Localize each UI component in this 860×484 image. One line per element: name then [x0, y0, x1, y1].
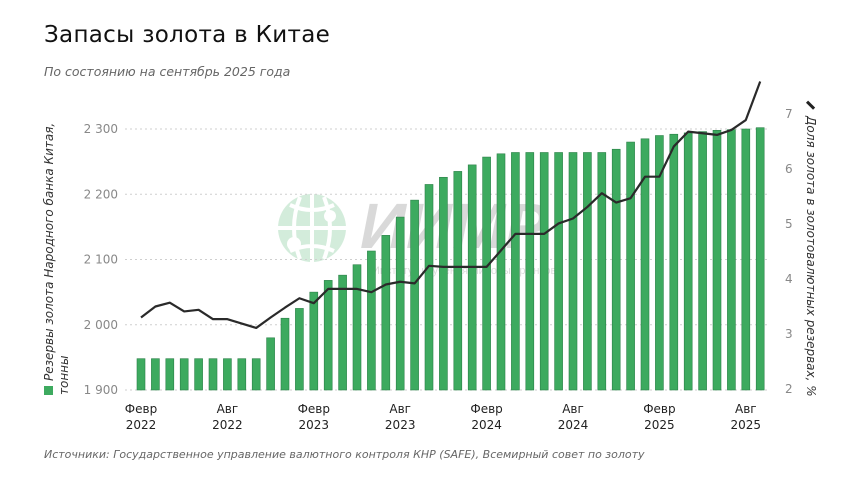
x-tick-month: Февр [298, 402, 330, 416]
line-legend-swatch [806, 100, 815, 110]
bar [683, 132, 693, 391]
bar-legend-swatch [44, 386, 53, 395]
bar [755, 127, 765, 391]
right-axis-label: Доля золота в золотовалютных резервах, % [804, 100, 818, 397]
bar [669, 133, 679, 391]
bar [467, 164, 477, 391]
left-tick-label: 2 300 [84, 122, 118, 136]
chart-title: Запасы золота в Китае [44, 22, 331, 48]
x-tick-month: Февр [643, 402, 675, 416]
bar [439, 176, 448, 391]
bar [165, 358, 175, 391]
left-tick-label: 2 000 [84, 318, 118, 332]
bar [237, 358, 247, 391]
bar [367, 250, 376, 391]
bar [482, 156, 491, 391]
bar [597, 152, 607, 391]
bar [640, 138, 650, 391]
right-tick-label: 2 [785, 382, 793, 396]
x-tick-month: Февр [125, 402, 157, 416]
x-tick-year: 2022 [126, 418, 157, 432]
right-tick-label: 7 [785, 107, 793, 121]
bar [741, 128, 751, 391]
bar [208, 358, 218, 391]
bar [338, 274, 347, 391]
bar [424, 184, 434, 391]
bar [496, 153, 506, 391]
globe-icon [278, 194, 346, 262]
bar [655, 135, 664, 391]
bar [410, 199, 419, 391]
bar [381, 235, 391, 391]
bar [309, 291, 319, 391]
x-tick-month: Авг [389, 402, 411, 416]
left-axis-label: Резервы золота Народного банка Китая, то… [42, 105, 72, 395]
bar [223, 358, 232, 391]
x-tick-year: 2024 [471, 418, 502, 432]
right-axis-label-text: Доля золота в золотовалютных резервах, % [804, 116, 818, 397]
bar [539, 152, 549, 391]
bar [626, 141, 635, 391]
gold-share-line [140, 81, 762, 330]
bar [151, 358, 160, 391]
bar [554, 152, 563, 391]
chart-subtitle: По состоянию на сентябрь 2025 года [44, 64, 291, 79]
left-tick-label: 2 100 [84, 253, 118, 267]
bar [568, 152, 578, 391]
bar [525, 152, 535, 391]
bar [280, 317, 290, 391]
x-tick-month: Февр [470, 402, 502, 416]
left-tick-label: 2 200 [84, 187, 118, 201]
bar [295, 308, 304, 391]
x-tick-year: 2025 [644, 418, 675, 432]
right-tick-label: 4 [785, 272, 793, 286]
x-tick-year: 2023 [299, 418, 330, 432]
bar [453, 171, 463, 391]
bar [712, 130, 722, 391]
bar [611, 148, 621, 391]
bar [179, 358, 189, 391]
bar [194, 358, 203, 391]
bar [698, 131, 707, 391]
x-tick-year: 2022 [212, 418, 243, 432]
right-tick-label: 5 [785, 217, 793, 231]
source-note: Источники: Государственное управление ва… [44, 448, 645, 461]
bar [395, 216, 405, 391]
x-tick-year: 2025 [731, 418, 762, 432]
bar [266, 337, 275, 391]
x-tick-month: Авг [562, 402, 584, 416]
right-tick-label: 6 [785, 162, 793, 176]
bar [251, 358, 261, 391]
x-tick-year: 2023 [385, 418, 416, 432]
bar [352, 264, 362, 391]
x-tick-year: 2024 [558, 418, 589, 432]
right-tick-label: 3 [785, 327, 793, 341]
bar [136, 358, 146, 391]
left-axis-label-text: Резервы золота Народного банка Китая, то… [42, 122, 71, 395]
x-tick-month: Авг [735, 402, 757, 416]
bar [583, 152, 592, 391]
bar [727, 129, 736, 391]
x-tick-month: Авг [217, 402, 239, 416]
bar [323, 280, 333, 391]
left-tick-label: 1 900 [84, 383, 118, 397]
bar [511, 152, 520, 391]
